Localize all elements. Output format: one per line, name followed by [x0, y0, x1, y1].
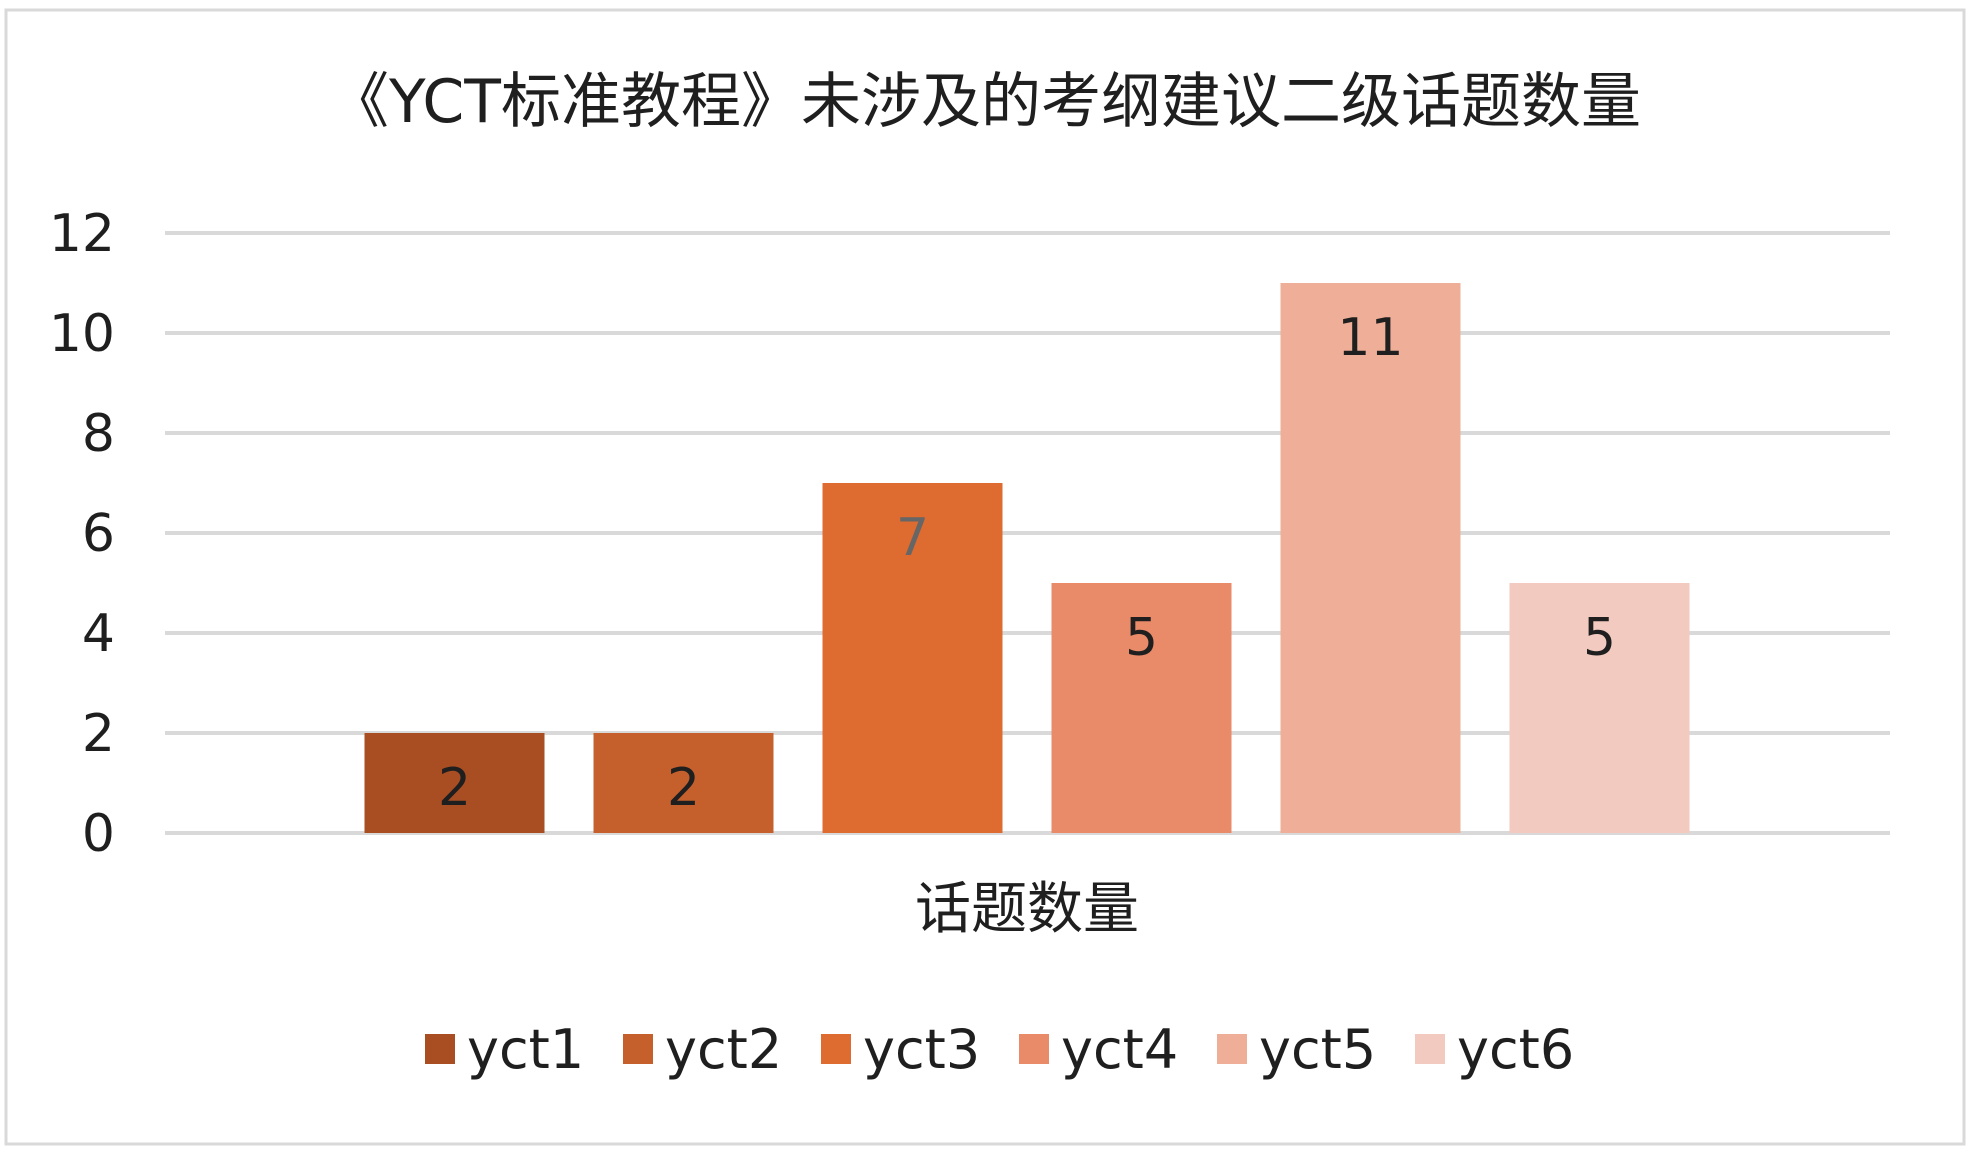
data-labels: 2 2 7 5 11 5 — [438, 308, 1616, 818]
legend-label: yct6 — [1457, 1018, 1574, 1081]
bars — [364, 283, 1690, 833]
legend-swatch — [1217, 1034, 1247, 1064]
data-label-yct3: 7 — [896, 508, 929, 568]
legend-item-yct6: yct6 — [1415, 1018, 1574, 1081]
y-tick-label: 6 — [82, 504, 115, 564]
y-tick-label: 8 — [82, 404, 115, 464]
bar-yct2 — [593, 733, 774, 833]
legend-swatch — [623, 1034, 653, 1064]
x-category-label: 话题数量 — [915, 877, 1139, 942]
y-tick-label: 10 — [49, 304, 115, 364]
data-label-yct5: 11 — [1337, 308, 1403, 368]
legend-swatch — [1415, 1034, 1445, 1064]
legend-label: yct1 — [467, 1018, 584, 1081]
legend-item-yct2: yct2 — [623, 1018, 782, 1081]
legend-swatch — [425, 1034, 455, 1064]
data-label-yct2: 2 — [667, 758, 700, 818]
legend-item-yct1: yct1 — [425, 1018, 584, 1081]
bar-yct4 — [1051, 583, 1232, 833]
data-label-yct1: 2 — [438, 758, 471, 818]
bar-yct5 — [1280, 283, 1461, 833]
y-tick-label: 0 — [82, 804, 115, 864]
legend-item-yct5: yct5 — [1217, 1018, 1376, 1081]
bar-yct6 — [1509, 583, 1690, 833]
legend: yct1 yct2 yct3 yct4 yct5 yct6 — [425, 1018, 1574, 1081]
data-label-yct4: 5 — [1125, 608, 1158, 668]
y-axis-ticks: 0 2 4 6 8 10 12 — [49, 204, 115, 864]
y-tick-label: 4 — [82, 604, 115, 664]
chart-title: 《YCT标准教程》未涉及的考纲建议二级话题数量 — [329, 67, 1641, 137]
legend-label: yct5 — [1259, 1018, 1376, 1081]
legend-label: yct3 — [863, 1018, 980, 1081]
y-tick-label: 12 — [49, 204, 115, 264]
legend-swatch — [1019, 1034, 1049, 1064]
legend-item-yct3: yct3 — [821, 1018, 980, 1081]
y-tick-label: 2 — [82, 704, 115, 764]
legend-label: yct2 — [665, 1018, 782, 1081]
legend-item-yct4: yct4 — [1019, 1018, 1178, 1081]
legend-label: yct4 — [1061, 1018, 1178, 1081]
x-axis-categories: 话题数量 — [915, 877, 1139, 942]
bar-yct1 — [364, 733, 545, 833]
data-label-yct6: 5 — [1583, 608, 1616, 668]
legend-swatch — [821, 1034, 851, 1064]
bar-yct3 — [822, 483, 1003, 833]
